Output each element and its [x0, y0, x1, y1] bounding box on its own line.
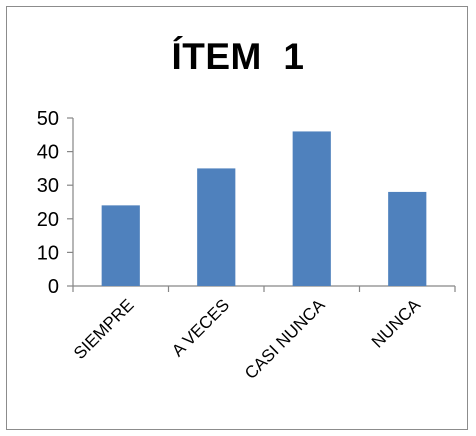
x-category-label: SIEMPRE	[70, 295, 138, 363]
y-tick-label: 0	[48, 276, 59, 298]
bar	[197, 168, 236, 286]
chart-title: ÍTEM 1	[171, 36, 305, 77]
x-category-label: CASI NUNCA	[241, 295, 329, 383]
y-tick-label: 20	[37, 209, 59, 231]
bar	[388, 191, 427, 286]
y-tick-label: 30	[37, 175, 59, 197]
bar	[292, 131, 331, 286]
bar	[101, 205, 140, 286]
y-tick-label: 10	[37, 242, 59, 264]
y-tick-label: 50	[37, 108, 59, 130]
x-category-label: NUNCA	[368, 295, 425, 352]
y-tick-label: 40	[37, 142, 59, 164]
x-category-label: A VECES	[168, 295, 233, 360]
